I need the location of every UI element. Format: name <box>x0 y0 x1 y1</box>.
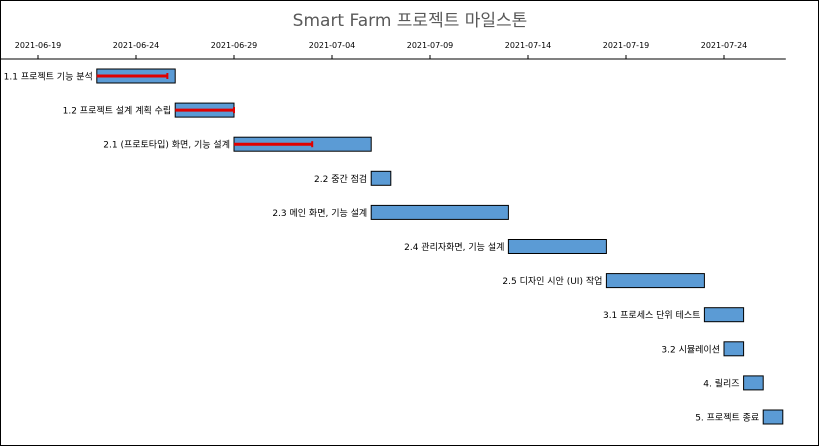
task-label: 2.4 관리자화면, 기능 설계 <box>404 241 504 253</box>
x-tick-label: 2021-07-24 <box>701 41 748 50</box>
x-tick-label: 2021-07-19 <box>603 41 650 50</box>
task-bar <box>370 204 509 220</box>
task-bar <box>370 170 392 186</box>
task-label: 2.3 메인 화면, 기능 설계 <box>272 207 367 219</box>
task-bar <box>743 375 764 391</box>
x-tick-label: 2021-06-24 <box>113 41 160 50</box>
task-bar <box>703 307 745 323</box>
task-label: 1.2 프로젝트 설계 계획 수립 <box>63 105 172 117</box>
task-label: 2.2 중간 점검 <box>314 173 367 185</box>
task-bar <box>605 273 705 289</box>
task-labels: 1.1 프로젝트 기능 분석 1.2 프로젝트 설계 계획 수립 2.1 (프로토타… <box>4 72 760 424</box>
x-tick-label: 2021-07-14 <box>505 41 552 50</box>
x-tick-label: 2021-07-04 <box>309 41 356 50</box>
x-axis: 2021-06-19 2021-06-24 2021-06-29 2021-07-04… <box>1 41 786 60</box>
task-label: 1.1 프로젝트 기능 분석 <box>4 72 93 83</box>
task-bar <box>723 341 745 357</box>
gantt-bars <box>96 68 784 425</box>
task-label: 3.1 프로세스 단위 테스트 <box>603 310 700 321</box>
task-label: 2.1 (프로토타입) 화면, 기능 설계 <box>103 139 230 151</box>
task-label: 3.2 시뮬레이션 <box>661 344 720 355</box>
task-bar <box>507 239 607 254</box>
task-label: 2.5 디자인 시안 (UI) 작업 <box>502 276 602 287</box>
task-label: 4. 릴리즈 <box>703 378 739 389</box>
task-label: 5. 프로젝트 종료 <box>695 413 759 424</box>
task-bar <box>762 409 784 425</box>
x-tick-label: 2021-07-09 <box>407 41 454 50</box>
chart-title: Smart Farm 프로젝트 마일스톤 <box>293 11 528 31</box>
x-tick-label: 2021-06-19 <box>15 41 62 50</box>
x-tick-label: 2021-06-29 <box>211 41 258 50</box>
